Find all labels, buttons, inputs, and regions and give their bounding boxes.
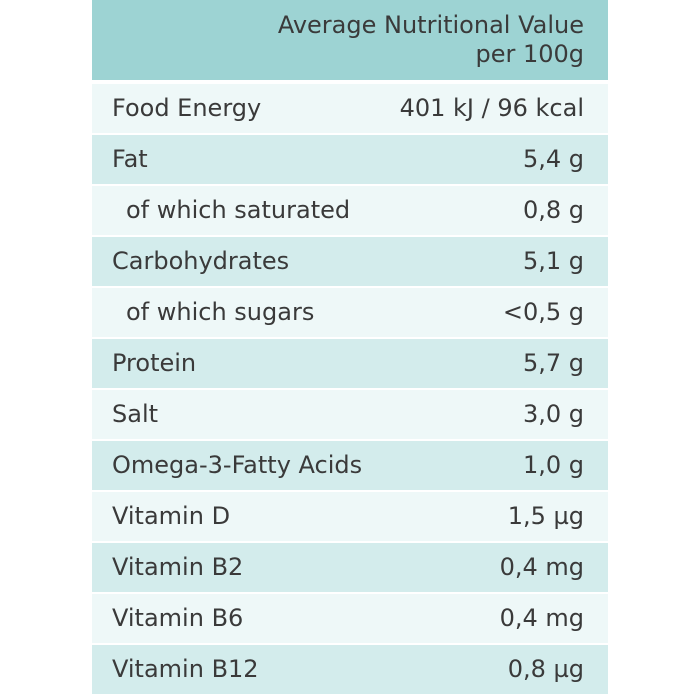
- row-label: Protein: [112, 349, 197, 377]
- row-label: Salt: [112, 400, 159, 428]
- row-value: 1,5 µg: [507, 502, 584, 530]
- header-subtitle: per 100g: [475, 40, 584, 68]
- row-value: 0,8 g: [522, 196, 584, 224]
- row-label: Vitamin B6: [112, 604, 244, 632]
- row-label: of which sugars: [126, 298, 315, 326]
- row-value: 1,0 g: [522, 451, 584, 479]
- table-row: Salt 3,0 g: [92, 390, 608, 439]
- row-label: Vitamin D: [112, 502, 231, 530]
- table-row: of which sugars <0,5 g: [92, 288, 608, 337]
- table-row: Protein 5,7 g: [92, 339, 608, 388]
- row-value: 401 kJ / 96 kcal: [399, 94, 584, 122]
- row-label: Vitamin B2: [112, 553, 244, 581]
- nutrition-table: Average Nutritional Value per 100g Food …: [92, 0, 608, 700]
- table-row: Vitamin B12 0,8 µg: [92, 645, 608, 694]
- row-label: of which saturated: [126, 196, 351, 224]
- header-title: Average Nutritional Value: [277, 11, 584, 39]
- row-value: 0,4 mg: [499, 604, 584, 632]
- table-row: Carbohydrates 5,1 g: [92, 237, 608, 286]
- row-value: 5,7 g: [522, 349, 584, 377]
- row-value: 0,4 mg: [499, 553, 584, 581]
- table-row: Vitamin B2 0,4 mg: [92, 543, 608, 592]
- table-row: Food Energy 401 kJ / 96 kcal: [92, 84, 608, 133]
- row-value: <0,5 g: [502, 298, 584, 326]
- table-row: Omega-3-Fatty Acids 1,0 g: [92, 441, 608, 490]
- row-label: Vitamin B12: [112, 655, 259, 683]
- row-value: 5,4 g: [522, 145, 584, 173]
- row-label: Fat: [112, 145, 148, 173]
- row-value: 0,8 µg: [507, 655, 584, 683]
- row-label: Carbohydrates: [112, 247, 290, 275]
- row-label: Food Energy: [112, 94, 262, 122]
- row-value: 5,1 g: [522, 247, 584, 275]
- table-header: Average Nutritional Value per 100g: [92, 0, 608, 80]
- table-row: Vitamin B6 0,4 mg: [92, 594, 608, 643]
- table-row: Vitamin D 1,5 µg: [92, 492, 608, 541]
- table-row: of which saturated 0,8 g: [92, 186, 608, 235]
- row-value: 3,0 g: [522, 400, 584, 428]
- table-row: Fat 5,4 g: [92, 135, 608, 184]
- row-label: Omega-3-Fatty Acids: [112, 451, 363, 479]
